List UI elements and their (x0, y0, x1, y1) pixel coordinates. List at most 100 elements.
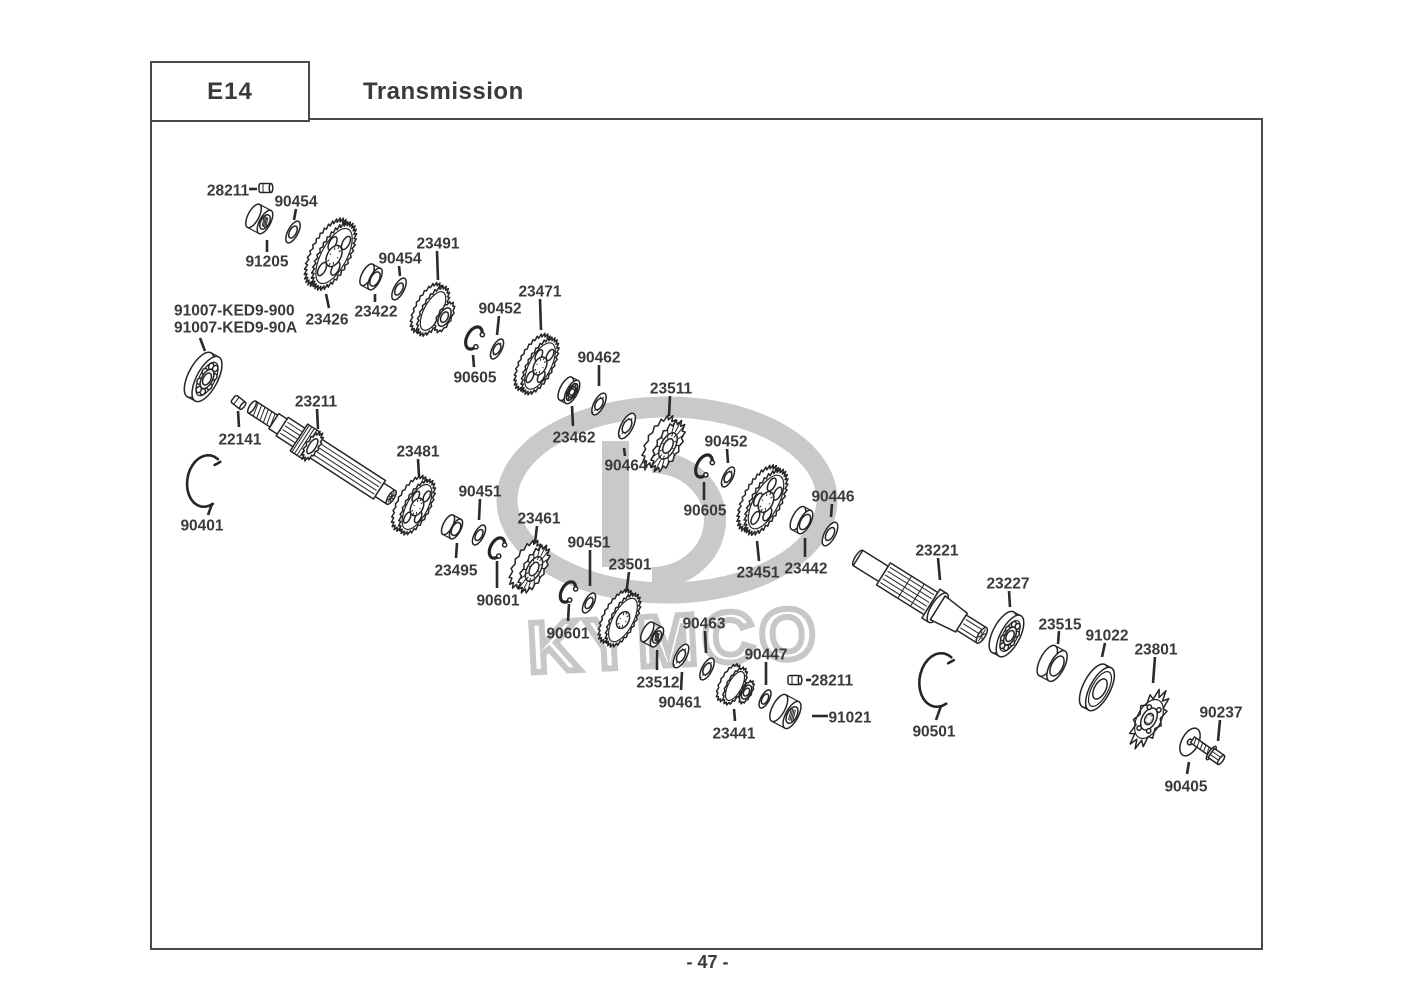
part-shape-90601-b (558, 580, 579, 604)
part-label-23227: 23227 (986, 576, 1029, 593)
shape-line (490, 355, 493, 358)
part-91021 (769, 693, 828, 730)
leader-line-23221 (936, 557, 942, 581)
leader-line-23515 (1056, 630, 1061, 645)
part-label-28211-a: 28211 (207, 183, 250, 200)
leader-line-23227 (1007, 590, 1012, 608)
shape-line (699, 676, 702, 679)
shape-path (185, 453, 220, 509)
shape-ellipse (306, 438, 319, 455)
shape-ellipse (1146, 704, 1153, 711)
shape-ellipse (769, 693, 789, 723)
leader-line-90461 (679, 671, 684, 691)
part-label-90601-b: 90601 (546, 626, 589, 643)
shape-path (694, 453, 714, 479)
shape-line (659, 449, 663, 452)
part-23801 (1128, 656, 1170, 750)
shape-ellipse (584, 596, 594, 610)
shape-line (702, 673, 705, 677)
shape-line (618, 434, 621, 438)
part-23515 (1036, 630, 1068, 683)
part-label-23461: 23461 (517, 511, 560, 528)
shape-line (678, 652, 680, 654)
shape-line (660, 459, 665, 470)
part-shape-23221 (851, 549, 989, 644)
shape-line (535, 371, 538, 375)
shape-line (764, 507, 766, 511)
part-90454-a (285, 208, 301, 244)
part-90461 (672, 643, 690, 691)
part-label-91007-1: 91007-KED9-90A (174, 320, 297, 337)
shape-line (701, 670, 704, 673)
shape-ellipse (479, 331, 486, 338)
shape-line (594, 408, 597, 412)
shape-line (710, 665, 713, 668)
leader-line-23426 (324, 293, 331, 309)
part-23461 (508, 525, 551, 594)
leader-line-90454-b (397, 265, 402, 277)
part-shape-91007 (183, 351, 223, 403)
shape-line (542, 550, 549, 559)
shape-ellipse (495, 553, 502, 559)
shape-line (725, 473, 727, 476)
part-label-90605-a: 90605 (453, 370, 496, 387)
shape-ellipse (1145, 727, 1152, 734)
part-90452-b (720, 448, 736, 488)
shape-line (415, 511, 418, 515)
shape-ellipse (473, 343, 479, 350)
shape-line (676, 426, 685, 435)
part-label-90405: 90405 (1164, 779, 1207, 796)
part-shape-28211-a (258, 182, 274, 194)
part-shape-90464 (617, 412, 637, 440)
part-90601-b (558, 580, 579, 622)
shape-line (674, 421, 681, 433)
part-label-23441: 23441 (712, 726, 755, 743)
shape-ellipse (824, 526, 836, 542)
shape-line (766, 493, 768, 497)
shape-ellipse (1049, 655, 1065, 677)
shape-line (266, 411, 273, 426)
part-label-23512: 23512 (636, 675, 679, 692)
shape-ellipse (287, 225, 299, 239)
part-90462 (591, 365, 607, 416)
leader-line-90405 (1185, 761, 1191, 775)
shape-ellipse (766, 477, 777, 492)
leader-line-23801 (1151, 656, 1157, 684)
shape-ellipse (195, 361, 219, 397)
part-shape-90452-a (489, 338, 505, 360)
shape-line (651, 452, 659, 458)
leader-line-23451 (755, 540, 761, 562)
shape-line (282, 429, 377, 491)
part-label-23451: 23451 (736, 565, 779, 582)
shape-line (539, 558, 542, 562)
part-90605-a (464, 325, 486, 368)
shape-path (415, 285, 451, 337)
shape-ellipse (369, 271, 381, 287)
part-label-90601-a: 90601 (476, 593, 519, 610)
shape-line (533, 559, 535, 563)
shape-line (411, 509, 414, 512)
part-91205 (244, 203, 274, 252)
shape-line (262, 216, 267, 228)
shape-line (708, 671, 710, 673)
shape-ellipse (524, 342, 556, 390)
part-shape-91205 (244, 203, 274, 235)
part-shape-90463 (699, 657, 715, 681)
shape-line (494, 345, 496, 348)
shape-line (529, 577, 532, 582)
parts-layer (183, 182, 1226, 775)
leader-line-90451-a (477, 498, 482, 521)
part-label-90446: 90446 (811, 489, 854, 506)
shape-line (602, 400, 605, 403)
shape-line (731, 474, 733, 476)
part-label-90461: 90461 (658, 695, 701, 712)
shape-line (707, 661, 710, 664)
part-shape-23451 (736, 464, 789, 537)
part-22141 (230, 394, 247, 428)
shape-line (542, 366, 544, 369)
header-code: E14 (207, 77, 253, 105)
shape-ellipse (315, 227, 353, 285)
part-shape-23495 (440, 514, 464, 540)
shape-ellipse (501, 542, 508, 548)
shape-line (627, 417, 630, 420)
